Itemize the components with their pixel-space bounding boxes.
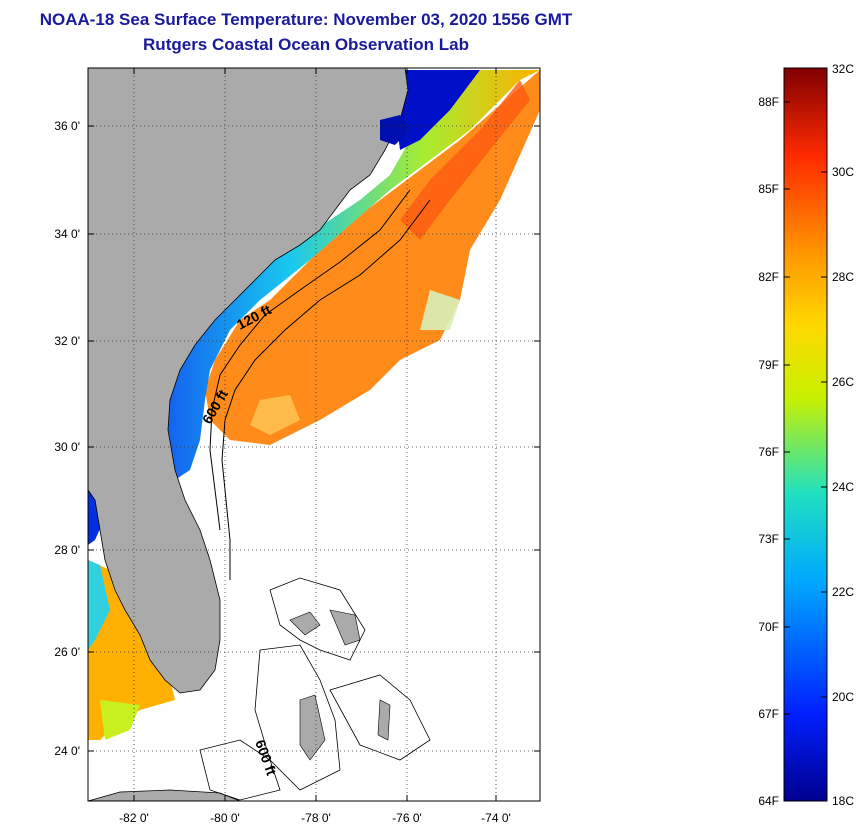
lon-label: -74 0' <box>481 811 511 825</box>
lat-label: 30 0' <box>54 440 80 454</box>
lat-label: 32 0' <box>54 334 80 348</box>
colorbar-f-label: 67F <box>758 707 779 721</box>
colorbar-f-label: 64F <box>758 794 779 808</box>
colorbar-c-label: 30C <box>832 165 854 179</box>
contour-600ft <box>221 199 431 580</box>
colorbar-f-label: 70F <box>758 620 779 634</box>
gridlines <box>88 68 540 801</box>
lat-label: 34 0' <box>54 227 80 241</box>
land-mass <box>88 68 409 694</box>
colorbar-c-label: 20C <box>832 690 854 704</box>
lon-label: -78 0' <box>301 811 331 825</box>
map-frame <box>87 67 541 802</box>
lat-label: 24 0' <box>54 744 80 758</box>
colorbar-c-label: 28C <box>832 270 854 284</box>
lon-label: -76 0' <box>392 811 422 825</box>
lat-label: 36 0' <box>54 119 80 133</box>
axis-ticks <box>88 68 540 801</box>
colorbar-c-label: 26C <box>832 375 854 389</box>
colorbar <box>783 67 828 802</box>
lon-label: -82 0' <box>119 811 149 825</box>
colorbar-f-label: 82F <box>758 270 779 284</box>
lat-label: 26 0' <box>54 645 80 659</box>
coastal-cool-band <box>155 70 540 480</box>
map-area <box>88 68 540 801</box>
colorbar-c-label: 22C <box>832 585 854 599</box>
colorbar-f-label: 79F <box>758 358 779 372</box>
colorbar-c-label: 32C <box>832 62 854 76</box>
colorbar-ticks <box>784 101 827 715</box>
contour-120ft <box>209 189 411 531</box>
lon-label: -80 0' <box>210 811 240 825</box>
colorbar-f-label: 73F <box>758 532 779 546</box>
colorbar-c-label: 18C <box>832 794 854 808</box>
map-subtitle: Rutgers Coastal Ocean Observation Lab <box>143 35 469 54</box>
colorbar-f-label: 85F <box>758 182 779 196</box>
colorbar-f-label: 76F <box>758 445 779 459</box>
colorbar-c-label: 24C <box>832 480 854 494</box>
lat-label: 28 0' <box>54 543 80 557</box>
colorbar-f-label: 88F <box>758 95 779 109</box>
map-title: NOAA-18 Sea Surface Temperature: Novembe… <box>39 10 573 29</box>
